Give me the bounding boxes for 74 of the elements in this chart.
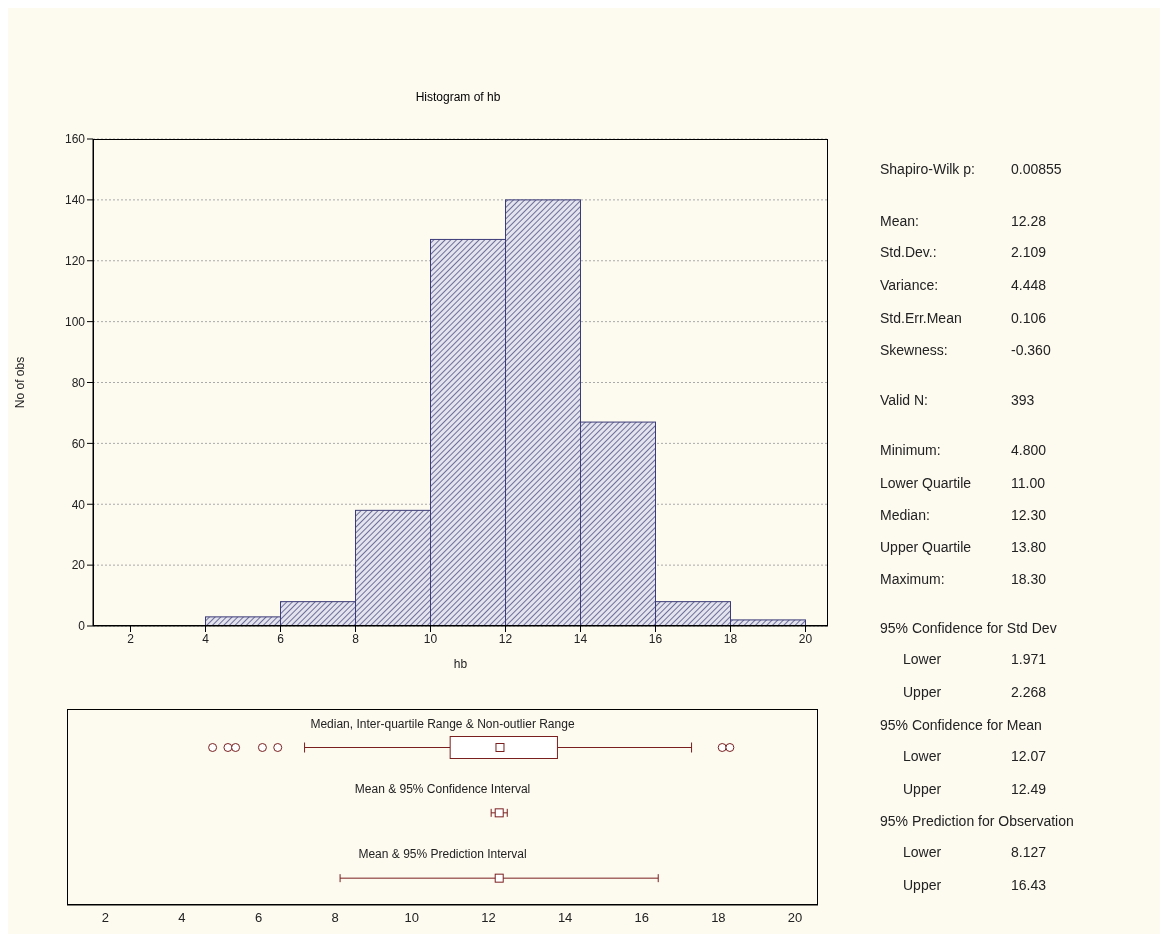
- x-tick-label: 4: [202, 631, 210, 646]
- text: Variance:: [880, 277, 939, 293]
- text: 2.109: [1011, 244, 1047, 260]
- y-tick-label: 60: [71, 436, 86, 451]
- text: Lower: [903, 844, 942, 860]
- text: 4.448: [1011, 277, 1047, 293]
- text: 12.07: [1011, 748, 1047, 764]
- text: Std.Dev.:: [880, 244, 937, 260]
- y-tick-label: 120: [64, 254, 86, 269]
- text: Maximum:: [880, 571, 945, 587]
- text: 2.268: [1011, 684, 1047, 700]
- text: 13.80: [1011, 539, 1047, 555]
- y-tick-label: 20: [71, 558, 86, 573]
- text: Upper Quartile: [880, 539, 972, 555]
- x-tick-label: 8: [331, 910, 339, 926]
- text: -0.360: [1011, 342, 1051, 358]
- x-tick-label: 8: [352, 631, 360, 646]
- x-axis-title: hb: [453, 657, 468, 671]
- text: Std.Err.Mean: [880, 310, 962, 326]
- x-tick-label: 2: [127, 631, 135, 646]
- x-tick-label: 10: [404, 910, 420, 926]
- text: 95% Prediction for Observation: [880, 813, 1074, 829]
- text: 4.800: [1011, 442, 1047, 458]
- y-tick-label: Mean & 95% Confidence Interval: [354, 782, 531, 796]
- x-tick-label: 10: [423, 631, 438, 646]
- text: 95% Confidence for Std Dev: [880, 620, 1057, 636]
- text: 18.30: [1011, 571, 1047, 587]
- y-tick-label: 160: [64, 132, 86, 147]
- y-tick-label: Mean & 95% Prediction Interval: [358, 847, 527, 862]
- text: 0.00855: [1011, 161, 1062, 177]
- y-tick-label: 100: [64, 314, 86, 329]
- text: Lower: [903, 748, 942, 764]
- text: 12.28: [1011, 213, 1047, 229]
- text: 16.43: [1011, 877, 1047, 893]
- text: Mean:: [880, 213, 919, 229]
- y-tick-label: Median, Inter-quartile Range & Non-outlier Range: [310, 716, 575, 731]
- x-tick-label: 18: [711, 910, 726, 926]
- text: Skewness:: [880, 342, 948, 358]
- text: Upper: [903, 877, 942, 893]
- text: 1.971: [1011, 651, 1047, 667]
- x-tick-label: 6: [254, 910, 263, 926]
- text: 393: [1011, 392, 1035, 408]
- text: Shapiro-Wilk p:: [880, 161, 975, 177]
- text: 12.49: [1011, 781, 1047, 797]
- x-tick-label: 6: [277, 631, 285, 646]
- x-tick-label: 12: [481, 910, 496, 926]
- y-tick-label: 40: [71, 497, 86, 512]
- y-tick-label: 80: [71, 375, 86, 390]
- x-tick-label: 18: [723, 631, 738, 646]
- x-tick-label: 16: [648, 631, 663, 646]
- x-tick-label: 16: [634, 910, 649, 926]
- x-tick-label: 2: [101, 910, 109, 926]
- text: Median:: [880, 507, 930, 523]
- text: Upper: [903, 684, 942, 700]
- text: 11.00: [1011, 475, 1045, 491]
- text: Upper: [903, 781, 942, 797]
- x-tick-label: 14: [573, 631, 588, 646]
- text: 8.127: [1011, 844, 1047, 860]
- text: Lower: [903, 651, 942, 667]
- chart-title: Histogram of hb: [414, 90, 502, 104]
- text: 12.30: [1011, 507, 1047, 523]
- x-tick-label: 20: [798, 631, 813, 646]
- x-tick-label: 14: [557, 910, 573, 926]
- y-axis-title: No of obs: [13, 356, 28, 409]
- x-tick-label: 12: [498, 631, 513, 646]
- text: 0.106: [1011, 310, 1047, 326]
- x-tick-label: 20: [787, 910, 803, 926]
- x-tick-label: 4: [178, 910, 186, 926]
- text: Lower Quartile: [880, 475, 972, 491]
- text: Valid N:: [880, 392, 928, 408]
- y-tick-label: 140: [64, 193, 86, 208]
- text: 95% Confidence for Mean: [880, 717, 1042, 733]
- text: Minimum:: [880, 442, 941, 458]
- y-tick-label: 0: [78, 619, 86, 634]
